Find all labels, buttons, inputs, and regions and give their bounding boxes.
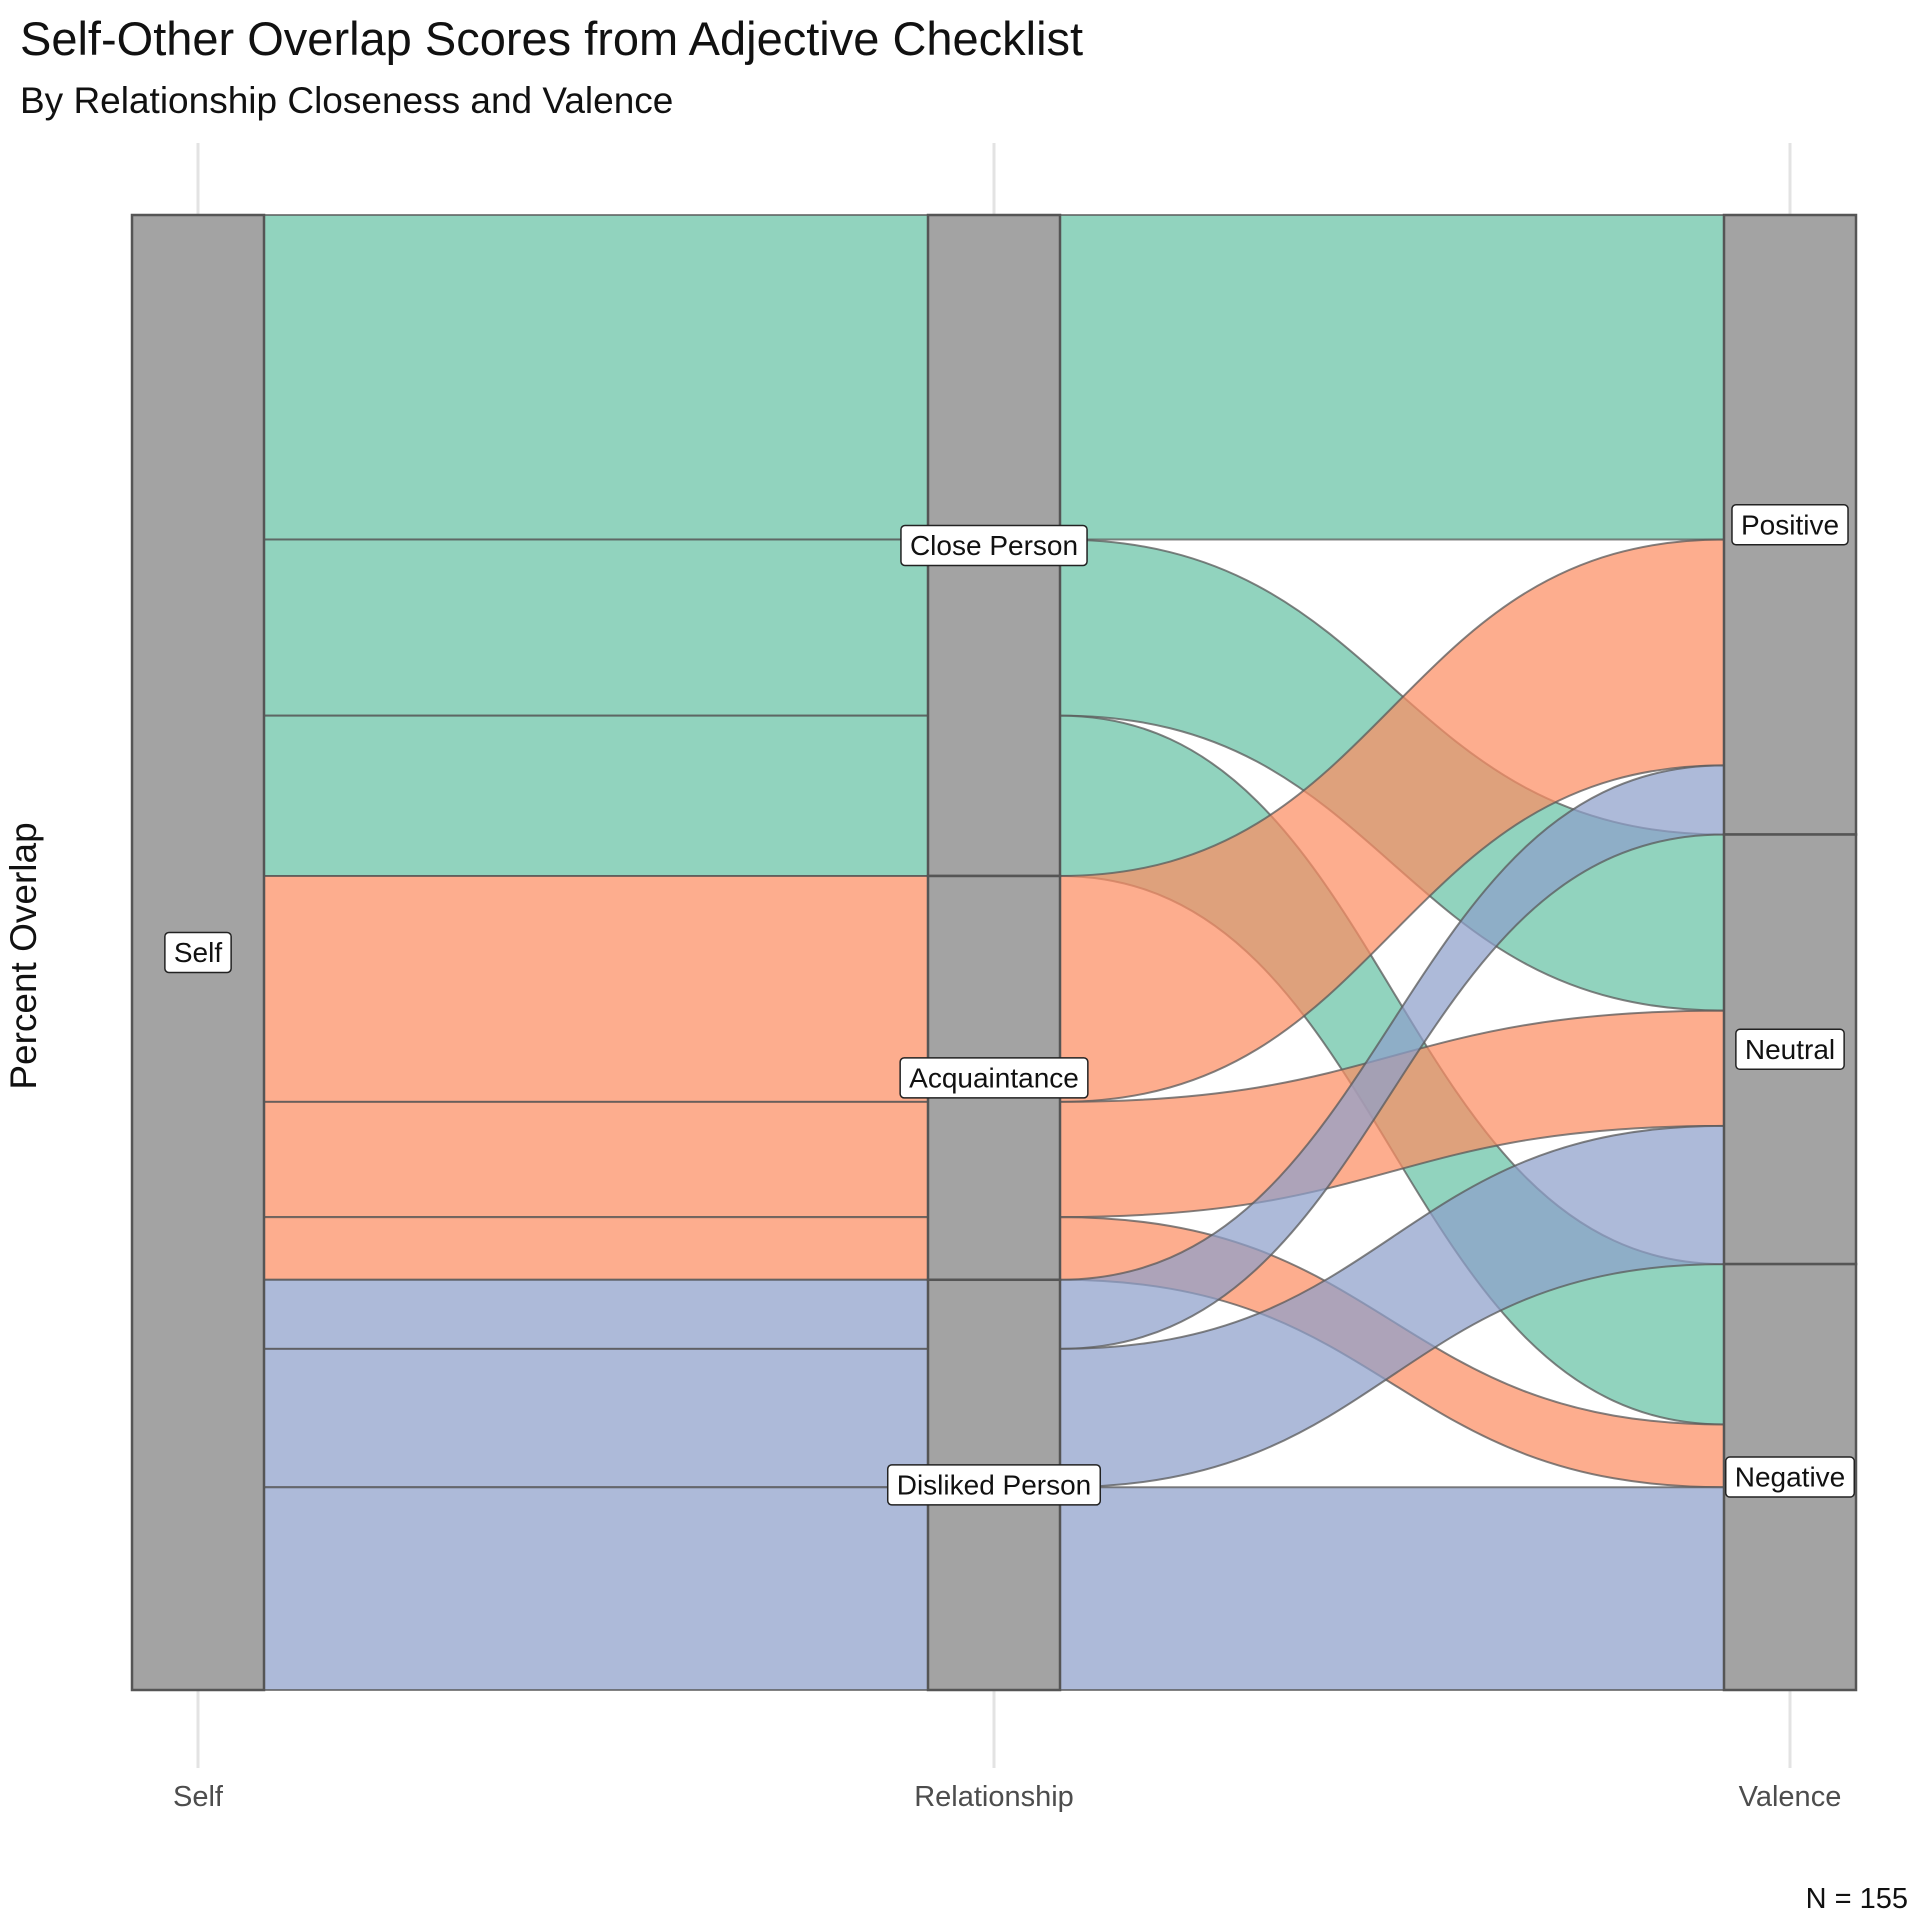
node-label-text-disliked-person: Disliked Person [897,1469,1092,1500]
chart-subtitle: By Relationship Closeness and Valence [20,80,673,121]
node-label-neutral: Neutral [1735,1028,1845,1071]
flow-self-disliked-person-neutral [263,1347,929,1489]
node-label-box-negative [1724,1456,1856,1498]
node-label-close-person: Close Person [900,524,1088,567]
chart-title: Self-Other Overlap Scores from Adjective… [20,12,1083,65]
flow-self-close-person-positive [263,214,929,541]
node-label-acquaintance: Acquaintance [899,1057,1089,1099]
node-label-box-neutral [1735,1028,1845,1071]
node-label-box-acquaintance [899,1057,1089,1099]
node-label-box-close-person [900,524,1088,567]
node-label-box-self [164,931,232,974]
node-label-text-neutral: Neutral [1745,1034,1835,1065]
x-tick-relationship: Relationship [914,1781,1074,1813]
node-label-text-negative: Negative [1735,1462,1846,1493]
node-label-text-self: Self [174,937,222,968]
flow-self-acquaintance-negative [263,1216,929,1281]
flow-self-acquaintance-neutral [263,1100,929,1219]
node-label-text-close-person: Close Person [910,530,1078,561]
flow-self-close-person-neutral [263,538,929,717]
caption: N = 155 [1806,1883,1908,1915]
node-label-text-acquaintance: Acquaintance [909,1062,1079,1093]
x-tick-self: Self [173,1781,224,1813]
node-label-box-positive [1731,504,1849,546]
x-tick-valence: Valence [1739,1781,1842,1813]
node-label-disliked-person: Disliked Person [886,1464,1102,1506]
node-labels: Self Close Person Acquaintance Disliked Per… [164,504,1856,1506]
node-label-text-positive: Positive [1741,509,1839,540]
flow-self-close-person-negative [263,714,929,877]
flow-disliked-person-to-negative [1059,1486,1725,1692]
flow-self-disliked-person-negative [263,1486,929,1691]
node-label-positive: Positive [1731,504,1849,546]
y-axis-label: Percent Overlap [3,822,44,1089]
flow-self-disliked-person-positive [263,1278,929,1350]
node-label-self: Self [164,931,232,974]
node-label-negative: Negative [1724,1456,1856,1498]
flow-close-person-to-positive [1059,213,1725,541]
flow-self-acquaintance-positive [263,874,929,1103]
node-label-box-disliked-person [886,1464,1102,1506]
flows [263,213,1725,1692]
